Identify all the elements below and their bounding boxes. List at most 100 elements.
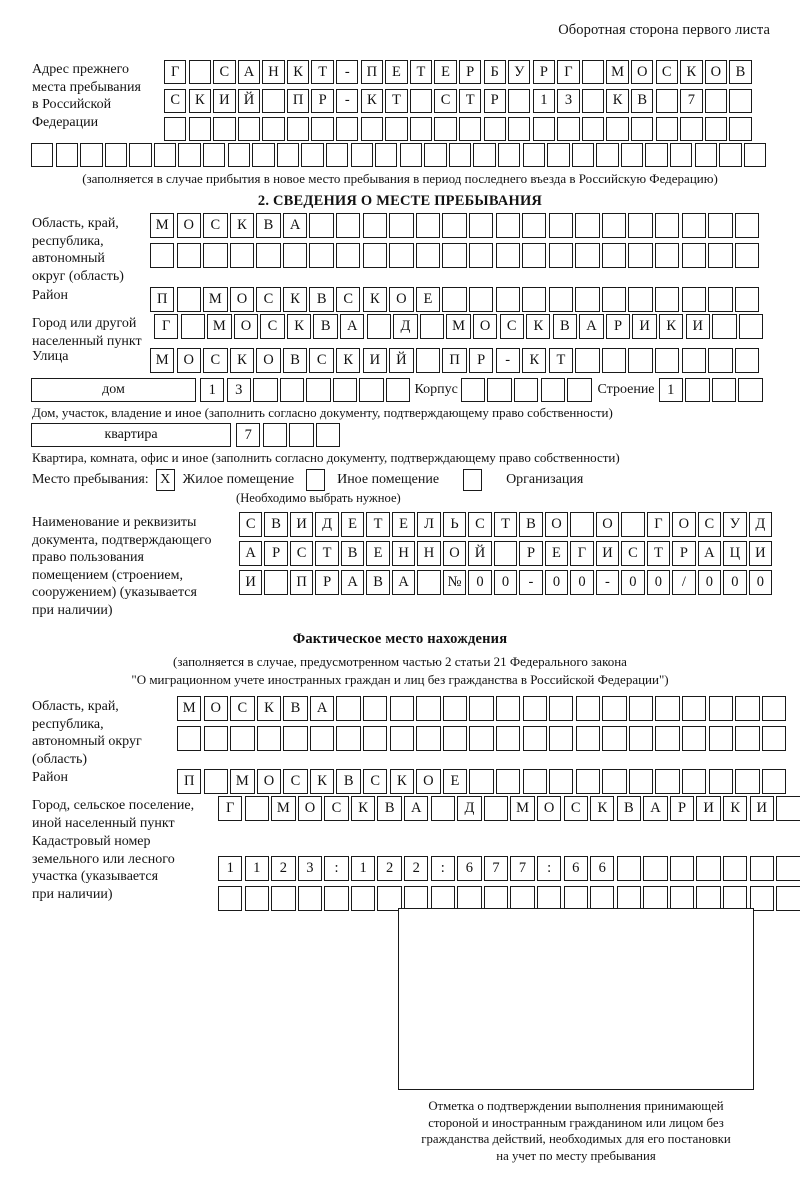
form-cell[interactable]: К (309, 769, 335, 794)
form-cell[interactable]: О (472, 314, 498, 339)
form-cell[interactable] (575, 243, 600, 268)
form-cell[interactable]: С (499, 314, 524, 339)
form-cell[interactable] (681, 769, 707, 794)
form-cell[interactable]: С (336, 287, 361, 312)
form-cell[interactable] (324, 886, 349, 911)
form-cell[interactable] (708, 696, 733, 721)
form-cell[interactable]: К (590, 796, 615, 821)
form-cell[interactable]: Т (458, 88, 482, 113)
form-cell[interactable] (495, 696, 521, 721)
form-cell[interactable] (442, 726, 468, 751)
form-cell[interactable]: О (229, 287, 255, 312)
form-cell[interactable]: П (177, 769, 202, 794)
form-cell[interactable] (685, 378, 710, 402)
form-cell[interactable]: В (313, 314, 338, 339)
form-cell[interactable] (336, 117, 359, 141)
form-cell[interactable]: О (672, 512, 696, 537)
form-cell[interactable]: Т (548, 348, 574, 373)
form-cell[interactable]: О (416, 769, 441, 794)
form-cell[interactable]: 3 (557, 88, 580, 113)
form-cell[interactable]: Р (468, 348, 494, 373)
form-cell[interactable]: 1 (532, 88, 556, 113)
form-cell[interactable] (495, 287, 520, 312)
form-cell[interactable] (203, 769, 228, 794)
form-cell[interactable]: Т (493, 512, 518, 537)
form-cell[interactable]: В (616, 796, 642, 821)
form-cell[interactable] (469, 726, 494, 751)
form-cell[interactable] (256, 243, 281, 268)
form-cell[interactable]: Р (458, 60, 482, 84)
form-cell[interactable]: Е (391, 512, 416, 537)
form-cell[interactable] (363, 696, 388, 721)
form-cell[interactable]: В (729, 60, 752, 84)
form-cell[interactable] (366, 314, 392, 339)
form-cell[interactable]: С (260, 314, 285, 339)
form-cell[interactable]: Т (409, 60, 433, 84)
form-cell[interactable] (244, 886, 269, 911)
form-cell[interactable]: К (362, 287, 388, 312)
form-cell[interactable] (31, 143, 54, 167)
form-cell[interactable] (468, 213, 494, 238)
form-cell[interactable] (409, 88, 433, 113)
form-cell[interactable]: С (655, 60, 678, 84)
form-cell[interactable]: П (360, 60, 384, 84)
form-cell[interactable] (448, 143, 472, 167)
checkbox-zhiloe[interactable]: X (155, 469, 175, 491)
form-cell[interactable] (262, 423, 287, 447)
form-cell[interactable]: М (271, 796, 296, 821)
form-cell[interactable]: Н (262, 60, 285, 84)
form-cell[interactable] (575, 348, 600, 373)
form-cell[interactable] (315, 423, 341, 447)
form-cell[interactable] (442, 696, 468, 721)
form-cell[interactable] (570, 512, 594, 537)
form-cell[interactable] (681, 287, 706, 312)
checkbox-organizaciya[interactable] (463, 469, 483, 491)
form-cell[interactable]: 0 (621, 570, 645, 595)
form-cell[interactable] (602, 696, 627, 721)
form-cell[interactable]: 3 (226, 378, 251, 402)
form-cell[interactable] (711, 378, 737, 402)
form-cell[interactable]: В (256, 213, 281, 238)
form-cell[interactable]: Р (483, 88, 506, 113)
form-cell[interactable]: 6 (590, 856, 615, 881)
form-cell[interactable] (417, 570, 441, 595)
form-cell[interactable]: Г (164, 60, 187, 84)
form-cell[interactable] (483, 117, 506, 141)
form-cell[interactable] (601, 213, 627, 238)
form-cell[interactable] (734, 243, 760, 268)
form-cell[interactable] (309, 726, 335, 751)
form-cell[interactable]: В (283, 696, 308, 721)
form-cell[interactable]: / (672, 570, 696, 595)
form-cell[interactable]: Л (417, 512, 441, 537)
form-cell[interactable]: 7 (483, 856, 509, 881)
form-cell[interactable] (654, 213, 680, 238)
form-cell[interactable]: 3 (297, 856, 323, 881)
form-cell[interactable] (276, 143, 300, 167)
form-cell[interactable] (621, 512, 645, 537)
form-cell[interactable] (704, 117, 728, 141)
cadastre-row-2[interactable] (218, 886, 800, 911)
form-cell[interactable] (416, 696, 441, 721)
form-cell[interactable] (415, 213, 441, 238)
form-cell[interactable]: О (176, 348, 201, 373)
form-cell[interactable] (581, 88, 605, 113)
form-cell[interactable]: № (442, 570, 467, 595)
form-cell[interactable]: С (697, 512, 722, 537)
form-cell[interactable] (493, 541, 518, 566)
region-row-2[interactable] (150, 243, 760, 268)
form-cell[interactable]: 7 (680, 88, 703, 113)
form-cell[interactable] (628, 348, 653, 373)
form-cell[interactable]: В (377, 796, 402, 821)
form-cell[interactable]: К (256, 696, 282, 721)
form-cell[interactable]: К (606, 88, 629, 113)
form-cell[interactable]: Т (385, 88, 408, 113)
form-cell[interactable]: И (696, 796, 721, 821)
form-cell[interactable]: Р (669, 796, 695, 821)
form-cell[interactable]: С (203, 348, 228, 373)
form-cell[interactable] (536, 886, 562, 911)
form-cell[interactable]: Е (415, 287, 441, 312)
